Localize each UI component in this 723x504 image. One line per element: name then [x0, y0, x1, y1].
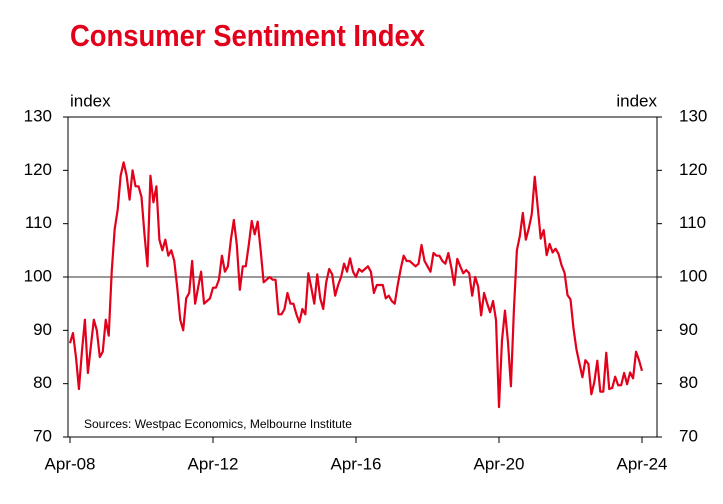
y2-axis-label: index [616, 91, 657, 110]
y-axis-label: index [70, 91, 111, 110]
y2-tick-label: 80 [679, 373, 698, 392]
y2-tick-label: 110 [679, 213, 706, 232]
x-tick-label: Apr-12 [187, 454, 238, 473]
y2-tick-label: 130 [679, 106, 707, 125]
y-tick-label: 90 [33, 320, 52, 339]
x-tick-label: Apr-16 [330, 454, 381, 473]
y-tick-label: 70 [33, 426, 52, 445]
y-tick-label: 120 [24, 160, 52, 179]
x-tick-label: Apr-24 [616, 454, 667, 473]
series-line [68, 161, 644, 409]
chart-title: Consumer Sentiment Index [70, 18, 426, 53]
y-tick-label: 100 [24, 266, 52, 285]
y-tick-label: 130 [24, 106, 52, 125]
y2-tick-label: 100 [679, 266, 707, 285]
x-tick-label: Apr-20 [473, 454, 524, 473]
source-note: Sources: Westpac Economics, Melbourne In… [84, 417, 352, 431]
y2-tick-label: 90 [679, 320, 698, 339]
y2-tick-label: 70 [679, 426, 698, 445]
y2-tick-label: 120 [679, 160, 707, 179]
y-tick-label: 80 [33, 373, 52, 392]
x-tick-label: Apr-08 [44, 454, 95, 473]
y-tick-label: 110 [25, 213, 52, 232]
